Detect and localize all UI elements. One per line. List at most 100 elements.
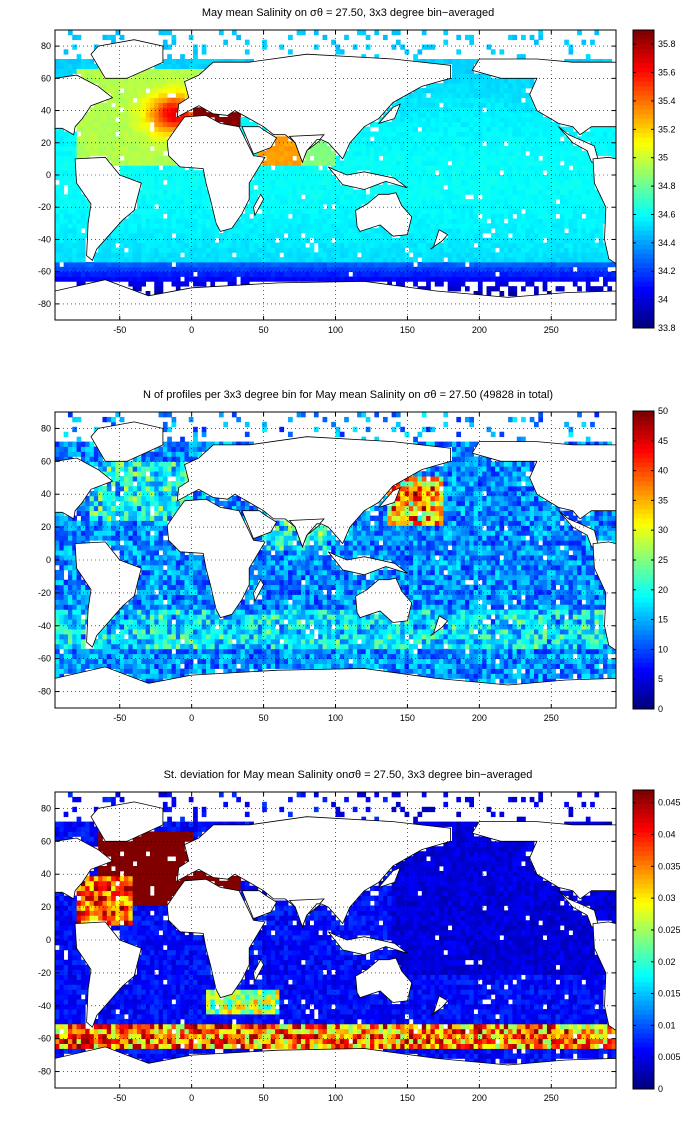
heatmap-cell bbox=[413, 136, 418, 142]
heatmap-cell bbox=[421, 271, 427, 277]
heatmap-cell bbox=[63, 599, 69, 605]
heatmap-cell bbox=[555, 131, 561, 137]
heatmap-cell bbox=[395, 281, 401, 287]
heatmap-cell bbox=[469, 247, 474, 253]
heatmap-cell bbox=[585, 170, 591, 176]
heatmap-cell bbox=[469, 83, 474, 89]
heatmap-cell bbox=[80, 638, 86, 645]
heatmap-cell bbox=[115, 461, 121, 467]
heatmap-cell bbox=[564, 208, 569, 215]
heatmap-cell bbox=[318, 199, 323, 205]
heatmap-cell bbox=[434, 179, 440, 186]
heatmap-cell bbox=[128, 643, 134, 650]
heatmap-cell bbox=[149, 276, 155, 282]
heatmap-cell bbox=[63, 663, 69, 669]
heatmap-cell bbox=[434, 189, 440, 195]
heatmap-cell bbox=[534, 276, 539, 282]
heatmap-cell bbox=[154, 199, 159, 205]
heatmap-cell bbox=[80, 599, 86, 605]
heatmap-cell bbox=[464, 146, 470, 152]
heatmap-cell bbox=[322, 150, 328, 157]
heatmap-cell bbox=[283, 242, 289, 248]
heatmap-cell bbox=[59, 199, 65, 205]
heatmap-cell bbox=[421, 175, 427, 181]
heatmap-cell bbox=[136, 281, 142, 287]
heatmap-cell bbox=[503, 170, 509, 176]
heatmap-cell bbox=[512, 160, 518, 166]
heatmap-cell bbox=[63, 68, 69, 74]
heatmap-cell bbox=[503, 179, 509, 186]
heatmap-cell bbox=[499, 136, 505, 142]
heatmap-cell bbox=[132, 461, 138, 467]
heatmap-cell bbox=[89, 510, 95, 516]
heatmap-cell bbox=[486, 262, 492, 268]
heatmap-cell bbox=[136, 619, 142, 625]
heatmap-cell bbox=[136, 121, 142, 128]
heatmap-cell bbox=[98, 83, 103, 89]
heatmap-cell bbox=[89, 505, 95, 512]
heatmap-cell bbox=[59, 184, 65, 190]
heatmap-cell bbox=[184, 262, 190, 268]
heatmap-cell bbox=[162, 204, 168, 210]
heatmap-cell bbox=[136, 112, 142, 118]
heatmap-cell bbox=[365, 237, 371, 244]
heatmap-cell bbox=[603, 150, 608, 157]
heatmap-cell bbox=[214, 233, 220, 239]
heatmap-cell bbox=[72, 525, 77, 531]
colorbar-segment bbox=[633, 57, 654, 64]
heatmap-cell bbox=[490, 102, 496, 108]
heatmap-cell bbox=[136, 117, 142, 123]
heatmap-cell bbox=[529, 194, 535, 200]
heatmap-cell bbox=[374, 262, 380, 268]
heatmap-cell bbox=[72, 416, 77, 423]
heatmap-cell bbox=[63, 594, 69, 600]
heatmap-cell bbox=[106, 257, 112, 263]
heatmap-cell bbox=[296, 194, 302, 200]
heatmap-cell bbox=[275, 204, 280, 210]
heatmap-cell bbox=[546, 126, 552, 132]
heatmap-cell bbox=[132, 490, 138, 497]
heatmap-cell bbox=[128, 515, 134, 521]
heatmap-cell bbox=[141, 199, 147, 205]
heatmap-cell bbox=[529, 233, 535, 239]
heatmap-cell bbox=[175, 252, 181, 258]
heatmap-cell bbox=[80, 500, 86, 507]
heatmap-cell bbox=[447, 59, 453, 65]
heatmap-cell bbox=[240, 237, 246, 244]
heatmap-cell bbox=[404, 271, 410, 277]
heatmap-cell bbox=[292, 146, 298, 152]
colorbar-segment bbox=[633, 118, 654, 124]
heatmap-cell bbox=[180, 228, 185, 234]
heatmap-cell bbox=[162, 68, 168, 74]
heatmap-cell bbox=[201, 189, 207, 195]
heatmap-cell bbox=[275, 218, 280, 224]
heatmap-cell bbox=[102, 471, 108, 477]
heatmap-cell bbox=[80, 456, 86, 462]
heatmap-cell bbox=[598, 233, 604, 239]
heatmap-cell bbox=[426, 218, 431, 224]
heatmap-cell bbox=[288, 218, 293, 224]
heatmap-cell bbox=[80, 218, 86, 224]
heatmap-cell bbox=[564, 237, 569, 244]
heatmap-cell bbox=[175, 286, 181, 292]
heatmap-cell bbox=[508, 112, 513, 118]
heatmap-cell bbox=[175, 247, 181, 253]
heatmap-cell bbox=[154, 146, 159, 152]
heatmap-cell bbox=[581, 170, 587, 176]
heatmap-cell bbox=[434, 88, 440, 94]
heatmap-cell bbox=[486, 155, 492, 161]
heatmap-cell bbox=[572, 160, 578, 166]
heatmap-cell bbox=[456, 281, 462, 287]
heatmap-cell bbox=[365, 155, 371, 161]
heatmap-cell bbox=[413, 146, 418, 152]
heatmap-cell bbox=[132, 208, 138, 215]
heatmap-cell bbox=[98, 663, 103, 669]
heatmap-cell bbox=[180, 204, 185, 210]
heatmap-cell bbox=[460, 237, 466, 244]
heatmap-cell bbox=[417, 136, 423, 142]
heatmap-cell bbox=[184, 199, 190, 205]
heatmap-cell bbox=[331, 160, 336, 166]
heatmap-cell bbox=[516, 213, 522, 219]
heatmap-cell bbox=[603, 271, 608, 277]
heatmap-cell bbox=[581, 247, 587, 253]
